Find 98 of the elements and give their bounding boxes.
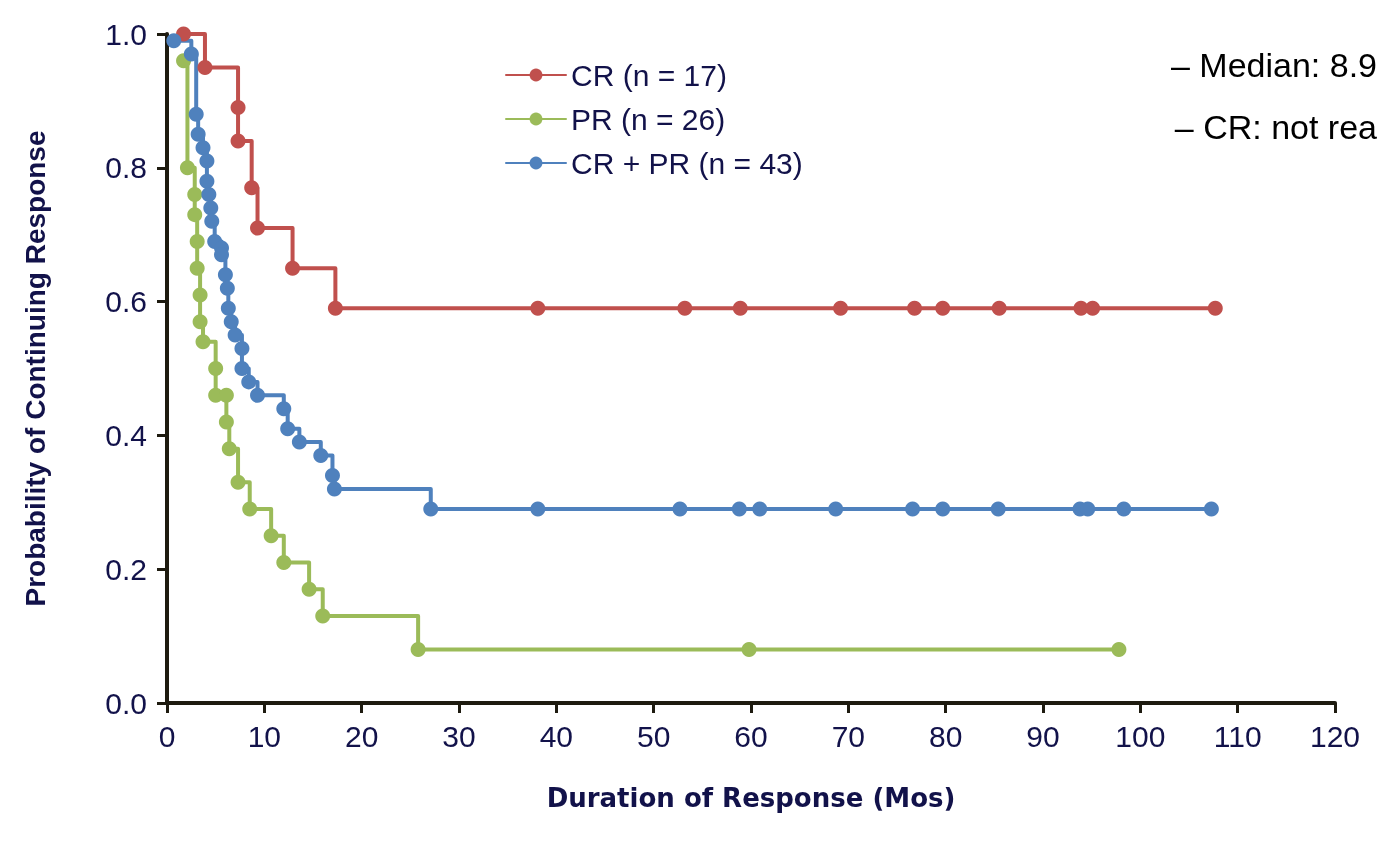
point bbox=[230, 133, 246, 149]
point bbox=[991, 300, 1007, 316]
point bbox=[1116, 501, 1132, 517]
annotation: – CR: not rea bbox=[1174, 108, 1378, 146]
point bbox=[905, 501, 921, 517]
point bbox=[199, 153, 215, 169]
point bbox=[223, 314, 239, 330]
point bbox=[752, 501, 768, 517]
point bbox=[301, 581, 317, 597]
point bbox=[188, 106, 204, 122]
x-tick-label: 20 bbox=[344, 719, 379, 753]
point bbox=[208, 361, 224, 376]
point bbox=[276, 555, 292, 571]
point bbox=[250, 220, 266, 236]
point bbox=[276, 401, 292, 417]
point bbox=[828, 501, 844, 517]
point bbox=[1111, 641, 1127, 657]
point bbox=[907, 300, 923, 316]
y-axis-title: Probability of Continuing Response bbox=[19, 130, 51, 607]
point bbox=[677, 300, 693, 316]
point bbox=[423, 501, 439, 517]
point bbox=[324, 468, 340, 484]
x-tick-label: 80 bbox=[928, 719, 963, 753]
y-tick-label: 0.6 bbox=[105, 285, 147, 319]
point bbox=[327, 300, 343, 316]
point bbox=[1203, 501, 1219, 517]
point bbox=[530, 501, 546, 517]
point bbox=[741, 641, 757, 657]
x-tick-label: 120 bbox=[1309, 719, 1361, 753]
y-tick-label: 0.8 bbox=[105, 151, 147, 185]
y-tick-label: 0.0 bbox=[105, 686, 147, 720]
point bbox=[201, 187, 217, 203]
point bbox=[263, 528, 279, 544]
y-tick-label: 0.4 bbox=[105, 418, 147, 452]
point bbox=[195, 334, 211, 350]
point bbox=[990, 501, 1006, 517]
point bbox=[1085, 300, 1101, 316]
point bbox=[731, 501, 747, 517]
legend-label: CR + PR (n = 43) bbox=[571, 146, 803, 180]
point bbox=[732, 300, 748, 316]
point bbox=[410, 641, 426, 657]
point bbox=[227, 327, 243, 343]
point bbox=[199, 173, 215, 189]
x-tick-label: 110 bbox=[1213, 719, 1262, 753]
point bbox=[183, 46, 199, 62]
point bbox=[242, 501, 258, 517]
point bbox=[833, 300, 849, 316]
point bbox=[234, 340, 250, 356]
x-tick-label: 0 bbox=[158, 719, 176, 753]
point bbox=[234, 361, 250, 376]
point bbox=[530, 300, 546, 316]
point bbox=[221, 441, 237, 457]
point bbox=[250, 387, 266, 403]
point bbox=[192, 314, 208, 330]
point bbox=[195, 140, 211, 156]
point bbox=[187, 207, 203, 223]
point bbox=[217, 267, 233, 283]
point bbox=[230, 100, 246, 116]
point bbox=[203, 200, 219, 216]
point bbox=[218, 414, 234, 430]
x-tick-label: 40 bbox=[539, 719, 574, 753]
point bbox=[192, 287, 208, 303]
y-tick-label: 1.0 bbox=[105, 17, 147, 51]
point bbox=[315, 608, 331, 624]
legend-label: PR (n = 26) bbox=[571, 102, 726, 136]
x-tick-label: 10 bbox=[247, 719, 282, 753]
x-tick-label: 90 bbox=[1026, 719, 1060, 753]
point bbox=[244, 180, 260, 196]
point bbox=[672, 501, 688, 517]
point bbox=[230, 474, 246, 490]
point bbox=[197, 59, 213, 75]
point bbox=[280, 421, 296, 437]
x-axis-title: Duration of Response (Mos) bbox=[546, 783, 956, 813]
point bbox=[189, 260, 205, 276]
point bbox=[241, 374, 257, 390]
point bbox=[313, 447, 329, 463]
point bbox=[190, 126, 206, 142]
x-tick-label: 50 bbox=[636, 719, 671, 753]
point bbox=[189, 233, 205, 249]
x-tick-label: 60 bbox=[734, 719, 768, 753]
annotation: – Median: 8.9 bbox=[1170, 46, 1378, 84]
x-tick-label: 30 bbox=[442, 719, 476, 753]
point bbox=[326, 481, 342, 497]
legend-label: CR (n = 17) bbox=[571, 58, 727, 92]
x-tick-label: 70 bbox=[831, 719, 866, 753]
x-tick-label: 100 bbox=[1115, 719, 1166, 753]
point bbox=[179, 160, 195, 176]
point bbox=[187, 187, 203, 203]
point bbox=[935, 501, 951, 517]
point bbox=[219, 280, 235, 296]
point bbox=[291, 434, 307, 450]
point bbox=[285, 260, 301, 276]
point bbox=[935, 300, 951, 316]
point bbox=[204, 213, 220, 229]
point bbox=[220, 300, 236, 316]
point bbox=[1207, 300, 1223, 316]
point bbox=[166, 33, 182, 49]
y-tick-label: 0.2 bbox=[105, 552, 147, 586]
